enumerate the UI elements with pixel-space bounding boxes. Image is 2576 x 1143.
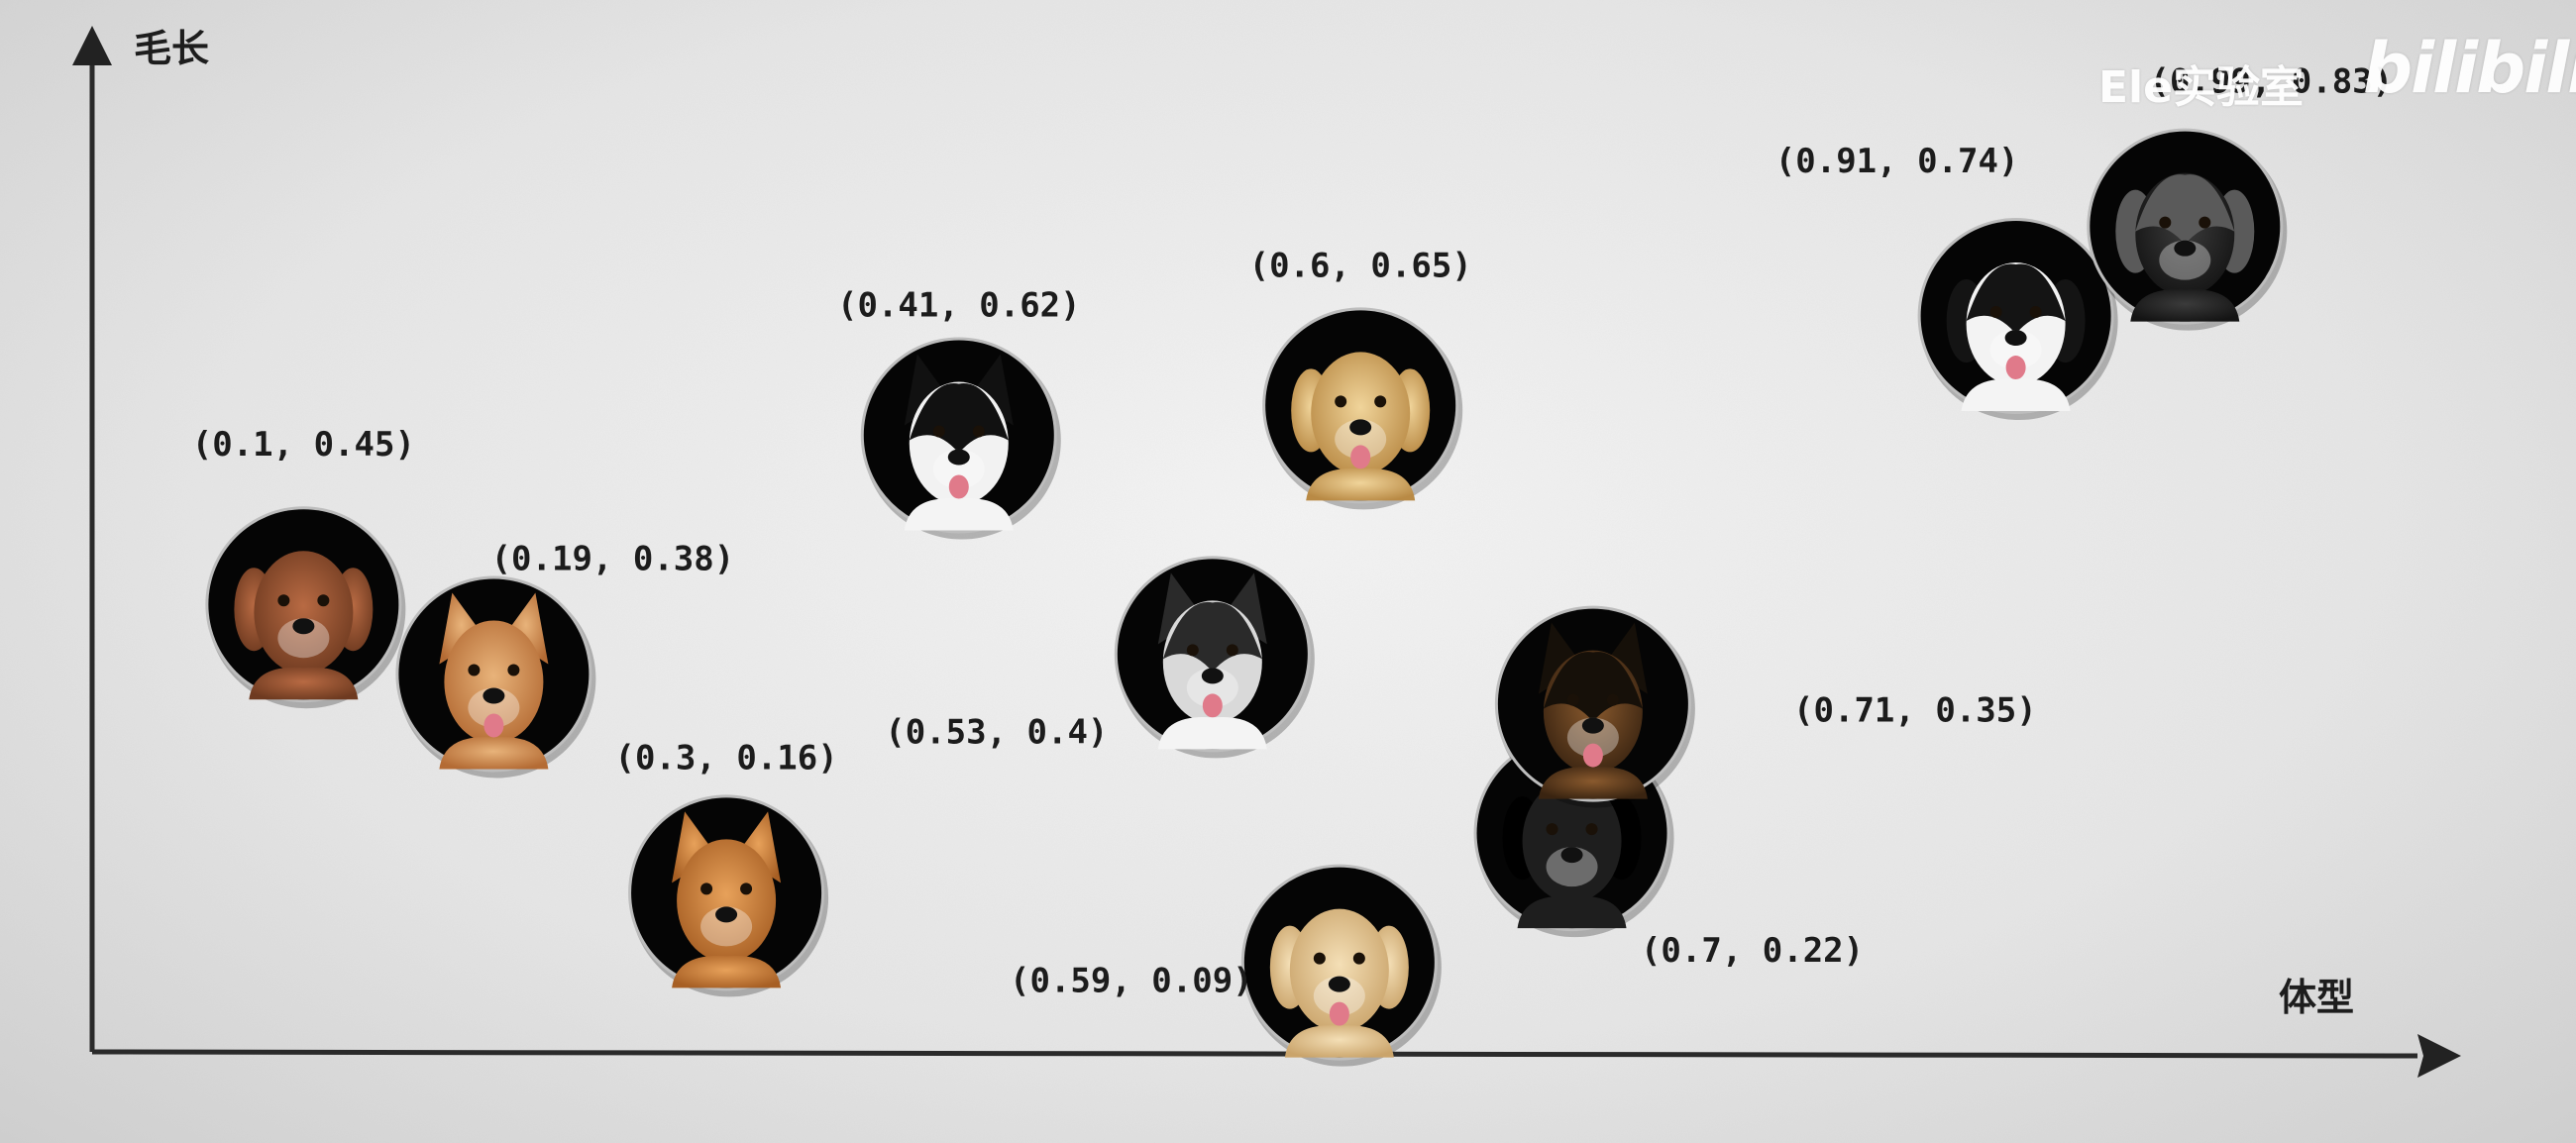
labrador-face-icon [1269, 908, 1409, 1058]
golden-retriever-face-icon [1291, 352, 1431, 501]
x-axis-label: 体型 [2279, 976, 2354, 1019]
data-point: (0.3, 0.16) [615, 738, 838, 997]
point-label: (0.99, 0.83) [2149, 62, 2393, 102]
data-point: (0.71, 0.35) [1494, 605, 2037, 808]
data-point: (0.99, 0.83) [2087, 62, 2393, 331]
point-label: (0.59, 0.09) [1010, 962, 1253, 1001]
point-label: (0.53, 0.4) [885, 712, 1108, 752]
dark-dog-face-icon [1502, 779, 1642, 929]
y-axis-arrow [72, 26, 112, 65]
shiba-face-icon [672, 811, 782, 988]
x-axis-arrow [2417, 1034, 2461, 1078]
channel-watermark: Ele实验室 [2098, 62, 2304, 113]
data-point: (0.1, 0.45) [192, 425, 415, 709]
poodle-face-icon [234, 551, 374, 700]
point-label: (0.41, 0.62) [837, 286, 1081, 326]
data-point: (0.41, 0.62) [837, 286, 1081, 540]
data-point: (0.19, 0.38) [395, 539, 735, 779]
data-points: (0.1, 0.45) (0.19, 0.38) (0.3, 0.16) (0.41,… [192, 62, 2393, 1067]
point-label: (0.71, 0.35) [1793, 691, 2037, 731]
point-label: (0.6, 0.65) [1249, 246, 1472, 285]
x-axis-line [91, 1049, 2418, 1059]
husky-face-icon [1157, 572, 1267, 750]
point-label: (0.91, 0.74) [1775, 142, 2019, 181]
data-point: (0.59, 0.09) [1010, 864, 1442, 1067]
data-point: (0.6, 0.65) [1249, 246, 1472, 510]
caucasian-shepherd-face-icon [2115, 172, 2255, 322]
point-label: (0.1, 0.45) [192, 425, 415, 465]
point-label: (0.7, 0.22) [1641, 931, 1864, 971]
bernese-face-icon [1946, 262, 2086, 412]
german-shepherd-face-icon [1538, 622, 1648, 799]
data-point: (0.91, 0.74) [1775, 142, 2118, 421]
bilibili-logo: bilibili [2363, 28, 2576, 109]
point-label: (0.3, 0.16) [615, 738, 838, 778]
y-axis-label: 毛长 [134, 27, 209, 70]
corgi-face-icon [439, 592, 549, 770]
data-point: (0.53, 0.4) [885, 556, 1315, 759]
border-collie-face-icon [904, 354, 1014, 531]
point-label: (0.19, 0.38) [491, 539, 735, 578]
